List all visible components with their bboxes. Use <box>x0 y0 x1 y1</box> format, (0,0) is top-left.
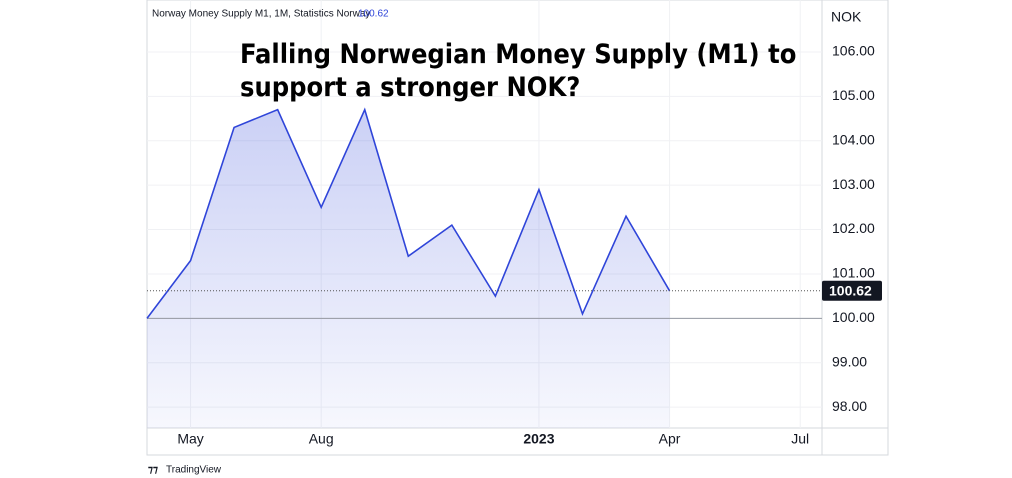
y-tick-label: 104.00 <box>832 131 875 147</box>
brand: TradingView <box>166 465 222 476</box>
unit-label: NOK <box>831 9 862 25</box>
x-tick-label: Apr <box>659 431 681 447</box>
x-tick-label: Aug <box>309 431 334 447</box>
y-tick-label: 99.00 <box>832 353 867 369</box>
line <box>146 107 671 319</box>
y-tick-label: 102.00 <box>832 220 875 236</box>
y-tick-label: 98.00 <box>832 398 867 414</box>
frame <box>146 0 889 456</box>
brand-logo: ⁊⁊ <box>148 465 158 476</box>
chart-title: Falling Norwegian Money Supply (M1) to s… <box>240 39 797 103</box>
y-tick-label: 106.00 <box>832 43 875 59</box>
price-label-box <box>822 280 882 301</box>
legend-value: 100.62 <box>358 9 389 20</box>
x-tick-label: May <box>177 431 203 447</box>
y-tick-label: 101.00 <box>832 265 875 281</box>
price-label: 100.62 <box>829 283 872 299</box>
y-tick-label: 100.00 <box>832 309 875 325</box>
y-tick-label: 103.00 <box>832 176 875 192</box>
legend-name: Norway Money Supply M1, 1M, Statistics N… <box>152 9 370 20</box>
x-tick-label: 2023 <box>523 431 554 447</box>
plot <box>146 107 822 428</box>
x-tick-label: Jul <box>791 431 809 447</box>
y-tick-label: 105.00 <box>832 87 875 103</box>
area-fill <box>147 109 670 428</box>
